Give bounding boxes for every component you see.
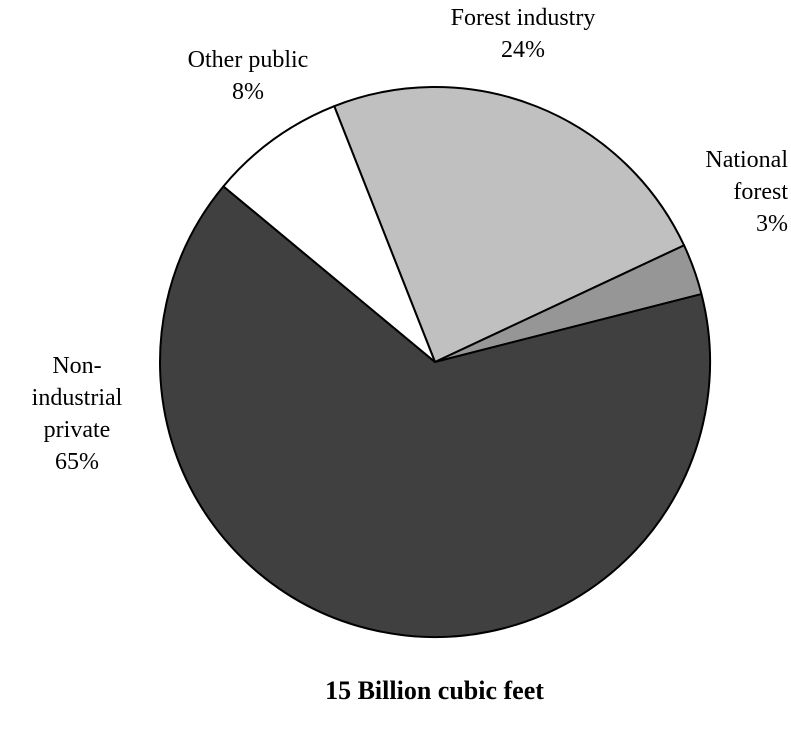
slice-label-text: forest bbox=[733, 179, 788, 205]
pie-slice-non-industrial-private bbox=[159, 185, 712, 638]
pie-slice-forest-industry bbox=[333, 86, 686, 363]
slice-label-text: National bbox=[705, 147, 788, 173]
slice-label-text: Forest industry bbox=[450, 5, 596, 31]
slice-label-non-industrial-private: Non- industrial private 65% bbox=[0, 350, 154, 478]
slice-label-other-public: Other public 8% bbox=[168, 44, 328, 108]
slice-label-value: 24% bbox=[501, 37, 545, 63]
chart-title: 15 Billion cubic feet bbox=[325, 676, 544, 705]
slice-label-text: Other public bbox=[187, 47, 309, 73]
slice-label-value: 65% bbox=[55, 449, 99, 475]
slice-label-forest-industry: Forest industry 24% bbox=[428, 2, 618, 66]
slice-label-value: 8% bbox=[232, 79, 264, 105]
slice-label-national-forest: National forest 3% bbox=[660, 144, 788, 240]
pie-slice-other-public bbox=[222, 105, 436, 363]
slice-label-text: industrial bbox=[31, 385, 123, 411]
slice-label-value: 3% bbox=[756, 211, 788, 237]
slice-label-text: Non- bbox=[52, 353, 102, 379]
slice-label-text: private bbox=[43, 417, 111, 443]
